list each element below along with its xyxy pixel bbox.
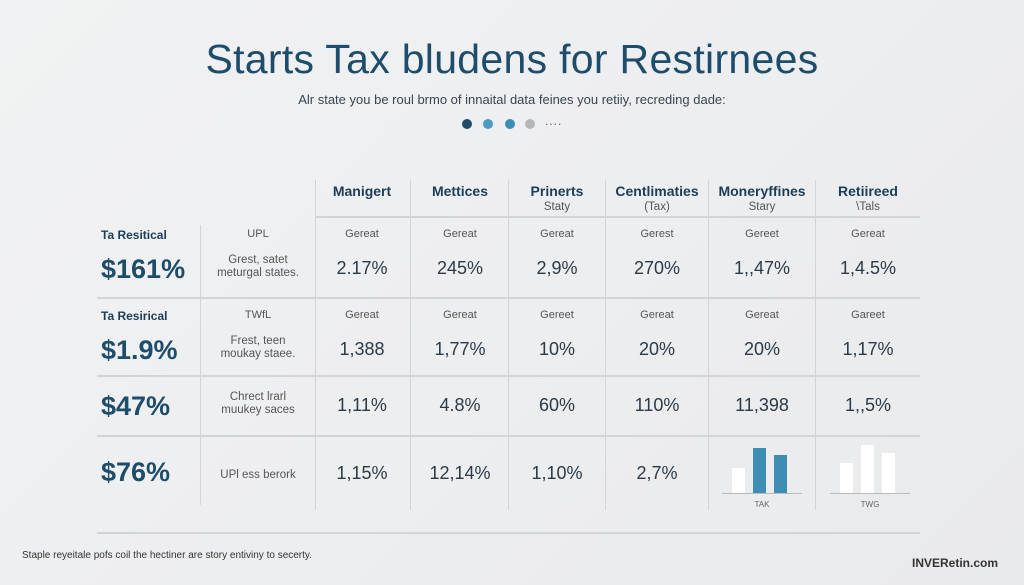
mini-chart-bar [774, 455, 787, 493]
cell-value: 20% [638, 339, 676, 359]
column-divider [605, 180, 606, 510]
cell-value: 1,10% [531, 463, 583, 483]
column-divider [315, 180, 316, 510]
row-divider [97, 532, 920, 534]
pagination-dot[interactable] [505, 119, 515, 129]
row-value: $76% [101, 457, 171, 487]
cell-value: 1,,5% [844, 395, 892, 415]
cell-value: 1,77% [434, 339, 486, 359]
pagination-more: .... [545, 114, 563, 128]
brand-logo: INVERetin.com [912, 556, 999, 570]
column-header-sub: Staty [543, 201, 571, 213]
mini-bar-chart [830, 433, 910, 493]
column-header: Centlimaties (Tax) [602, 183, 712, 213]
mini-chart-bar [882, 453, 895, 493]
column-header-sub: Stary [748, 201, 776, 213]
cell-value: 1,11% [337, 395, 387, 415]
cell-value: 2,7% [636, 463, 678, 483]
cell-value: 1,4.5% [839, 258, 897, 278]
mini-chart-axis [830, 493, 910, 494]
cell-category: Gareet [851, 309, 885, 321]
row-description: muukey saces [221, 404, 295, 416]
column-header: Prinerts Staty [502, 183, 612, 213]
column-header-label: Centlimaties [615, 183, 699, 199]
column-header: Manigert [307, 183, 417, 201]
cell-category: Gereat [345, 309, 379, 321]
mini-chart-bar [861, 445, 874, 493]
row-description: moukay staee. [220, 348, 296, 360]
mini-bar-chart [722, 433, 802, 493]
footnote: Staple reyeitale pofs coil the hectiner … [22, 550, 312, 561]
row-category: TWfL [244, 309, 272, 321]
row-label: Ta Resirical [101, 309, 168, 323]
row-description: UPl ess berork [220, 469, 296, 481]
column-divider [200, 225, 201, 505]
column-divider [708, 180, 709, 510]
cell-category: Gereet [540, 309, 574, 321]
column-header: Retiireed \Tals [813, 183, 923, 213]
column-header: Mettices [405, 183, 515, 201]
cell-value: 1,17% [842, 339, 894, 359]
cell-value: 12,14% [429, 463, 491, 483]
mini-chart-bar [753, 448, 766, 493]
row-description: Grest, satet [228, 254, 288, 266]
cell-value: 10% [538, 339, 576, 359]
column-header-label: Mettices [431, 183, 489, 199]
mini-chart-label: TWG [860, 500, 880, 509]
mini-chart-bar [840, 463, 853, 493]
cell-category: Gereat [443, 309, 477, 321]
row-divider [315, 216, 920, 218]
subtitle: Alr state you be roul brmo of innaital d… [298, 92, 726, 107]
row-label: Ta Resitical [101, 228, 167, 242]
page-title: Starts Tax bludens for Restirnees [205, 36, 819, 82]
column-header-label: Manigert [332, 183, 392, 199]
cell-category: Gerest [640, 228, 674, 240]
row-value: $47% [101, 391, 171, 421]
column-header-sub: (Tax) [644, 201, 670, 213]
column-header: Moneryffines Stary [707, 183, 817, 213]
column-header-label: Prinerts [530, 183, 584, 199]
row-description: Chrect lrarl [229, 391, 287, 403]
cell-value: 60% [538, 395, 576, 415]
mini-chart-axis [722, 493, 802, 494]
cell-value: 20% [743, 339, 781, 359]
row-description: Frest, teen [230, 335, 286, 347]
cell-category: Gereat [345, 228, 379, 240]
column-header-label: Retiireed [838, 183, 898, 199]
cell-value: 11,398 [735, 395, 789, 415]
cell-category: Gereat [745, 309, 779, 321]
cell-value: 1,,47% [733, 258, 791, 278]
cell-category: Gereat [851, 228, 885, 240]
cell-value: 245% [436, 258, 484, 278]
cell-value: 1,15% [336, 463, 388, 483]
column-divider [410, 180, 411, 510]
cell-category: Gereat [443, 228, 477, 240]
column-divider [508, 180, 509, 510]
row-value: $161% [101, 254, 186, 284]
column-divider [815, 180, 816, 510]
pagination-dot[interactable] [462, 119, 472, 129]
cell-category: Gereat [540, 228, 574, 240]
cell-value: 4.8% [439, 395, 481, 415]
pagination-dot[interactable] [483, 119, 493, 129]
row-description: meturgal states. [217, 267, 299, 279]
cell-category: Gereet [745, 228, 779, 240]
column-header-label: Moneryffines [718, 183, 806, 199]
cell-value: 110% [634, 395, 680, 415]
row-value: $1.9% [101, 335, 178, 365]
mini-chart-label: TAK [754, 500, 770, 509]
cell-value: 270% [633, 258, 681, 278]
cell-value: 2.17% [336, 258, 388, 278]
cell-category: Gereat [640, 309, 674, 321]
row-category: UPL [247, 228, 269, 240]
cell-value: 2,9% [536, 258, 578, 278]
mini-chart-bar [732, 468, 745, 493]
column-header-sub: \Tals [856, 201, 880, 213]
cell-value: 1,388 [339, 339, 385, 359]
pagination-dot[interactable] [525, 119, 535, 129]
